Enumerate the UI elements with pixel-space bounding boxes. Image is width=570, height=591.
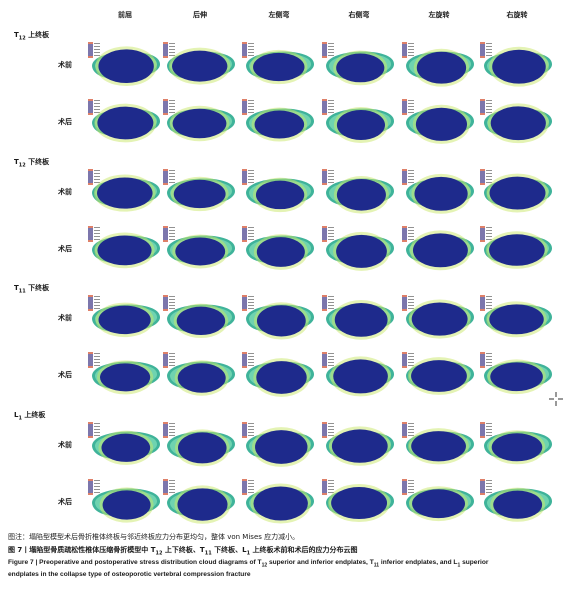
stress-cloud-image bbox=[242, 97, 316, 147]
stress-cloud-image bbox=[242, 477, 316, 527]
stress-cloud-image bbox=[163, 167, 237, 217]
crosshair-cursor-icon bbox=[549, 392, 563, 406]
stress-cloud-image bbox=[480, 167, 554, 217]
row-label: 术前 bbox=[58, 61, 72, 69]
stress-cloud-image bbox=[480, 97, 554, 147]
column-header: 后伸 bbox=[193, 11, 207, 19]
stress-cloud-image bbox=[322, 224, 396, 274]
stress-cloud-image bbox=[322, 167, 396, 217]
section-label: T11 下终板 bbox=[14, 284, 50, 295]
stress-cloud-image bbox=[402, 224, 476, 274]
stress-cloud-image bbox=[402, 477, 476, 527]
stress-cloud-image bbox=[242, 293, 316, 343]
column-header: 左侧弯 bbox=[268, 11, 290, 19]
row-label: 术后 bbox=[58, 245, 72, 253]
stress-cloud-image bbox=[242, 224, 316, 274]
stress-cloud-image bbox=[402, 293, 476, 343]
stress-cloud-image bbox=[402, 40, 476, 90]
stress-cloud-image bbox=[480, 293, 554, 343]
section-label: T12 下终板 bbox=[14, 158, 50, 169]
stress-cloud-image bbox=[163, 477, 237, 527]
stress-cloud-image bbox=[163, 40, 237, 90]
stress-cloud-image bbox=[480, 350, 554, 400]
row-label: 术前 bbox=[58, 441, 72, 449]
column-header: 前屈 bbox=[118, 11, 132, 19]
stress-cloud-image bbox=[88, 420, 162, 470]
stress-cloud-image bbox=[322, 477, 396, 527]
stress-cloud-image bbox=[88, 350, 162, 400]
stress-cloud-image bbox=[242, 167, 316, 217]
stress-cloud-image bbox=[322, 97, 396, 147]
stress-cloud-image bbox=[163, 350, 237, 400]
row-label: 术后 bbox=[58, 118, 72, 126]
figure-caption-en: Figure 7 | Preoperative and postoperativ… bbox=[8, 559, 489, 579]
figure-note: 图注：塌陷型模型术后骨折椎体终板与邻近终板应力分布更均匀，整体 von Mise… bbox=[8, 533, 300, 541]
stress-cloud-image bbox=[402, 97, 476, 147]
stress-cloud-image bbox=[322, 350, 396, 400]
stress-cloud-image bbox=[163, 224, 237, 274]
column-header: 右旋转 bbox=[506, 11, 528, 19]
row-label: 术前 bbox=[58, 188, 72, 196]
stress-cloud-image bbox=[88, 40, 162, 90]
stress-cloud-image bbox=[480, 477, 554, 527]
stress-cloud-image bbox=[163, 97, 237, 147]
figure-caption-cn: 图 7丨塌陷型骨质疏松性椎体压缩骨折模型中 T12 上下终板、T11 下终板、L… bbox=[8, 546, 358, 557]
stress-cloud-image bbox=[402, 167, 476, 217]
column-header: 左旋转 bbox=[428, 11, 450, 19]
stress-cloud-image bbox=[88, 477, 162, 527]
stress-cloud-image bbox=[322, 40, 396, 90]
stress-cloud-image bbox=[88, 167, 162, 217]
stress-cloud-image bbox=[480, 224, 554, 274]
stress-cloud-image bbox=[163, 420, 237, 470]
stress-cloud-image bbox=[242, 350, 316, 400]
row-label: 术后 bbox=[58, 498, 72, 506]
stress-cloud-image bbox=[163, 293, 237, 343]
stress-cloud-image bbox=[88, 293, 162, 343]
stress-cloud-image bbox=[242, 40, 316, 90]
stress-cloud-image bbox=[88, 97, 162, 147]
section-label: L1 上终板 bbox=[14, 411, 46, 422]
stress-cloud-image bbox=[480, 420, 554, 470]
column-header: 右侧弯 bbox=[348, 11, 370, 19]
stress-cloud-image bbox=[322, 420, 396, 470]
row-label: 术前 bbox=[58, 314, 72, 322]
stress-cloud-image bbox=[402, 420, 476, 470]
stress-cloud-image bbox=[242, 420, 316, 470]
stress-cloud-image bbox=[88, 224, 162, 274]
row-label: 术后 bbox=[58, 371, 72, 379]
stress-cloud-image bbox=[322, 293, 396, 343]
stress-cloud-image bbox=[480, 40, 554, 90]
section-label: T12 上终板 bbox=[14, 31, 50, 42]
stress-cloud-image bbox=[402, 350, 476, 400]
